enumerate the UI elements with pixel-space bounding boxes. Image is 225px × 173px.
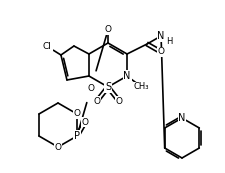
Text: N: N <box>157 31 165 41</box>
Text: N: N <box>123 71 131 81</box>
Text: O: O <box>81 118 89 127</box>
Text: Cl: Cl <box>43 42 52 51</box>
Text: O: O <box>94 97 101 106</box>
Text: P: P <box>74 131 80 141</box>
Text: N: N <box>178 113 186 123</box>
Text: O: O <box>104 25 112 34</box>
Text: O: O <box>158 48 164 57</box>
Text: O: O <box>88 84 94 93</box>
Text: S: S <box>105 82 111 92</box>
Text: CH₃: CH₃ <box>134 82 149 91</box>
Text: O: O <box>115 97 122 106</box>
Text: H: H <box>166 38 172 47</box>
Text: O: O <box>74 110 81 119</box>
Text: O: O <box>54 143 61 152</box>
